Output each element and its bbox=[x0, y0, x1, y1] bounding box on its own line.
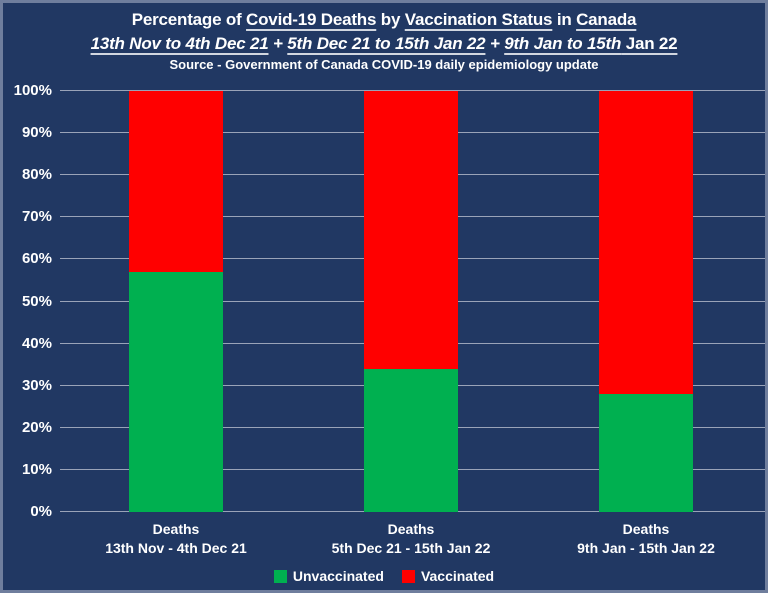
x-axis-category-label: Deaths 9th Jan - 15th Jan 22 bbox=[528, 520, 764, 558]
y-axis-tick-label: 30% bbox=[21, 376, 52, 394]
x-axis-category-label: Deaths 5th Dec 21 - 15th Jan 22 bbox=[293, 520, 529, 558]
bar-segment-unvaccinated bbox=[599, 394, 693, 512]
title-part-underlined: Canada bbox=[576, 10, 637, 29]
legend-swatch-green bbox=[273, 569, 287, 583]
legend-label: Vaccinated bbox=[420, 568, 495, 584]
y-axis-tick-label: 60% bbox=[21, 250, 52, 268]
subtitle-range-3-suffix: Jan 22 bbox=[621, 34, 678, 53]
bar-segment-vaccinated bbox=[129, 91, 223, 273]
y-axis-tick-label: 40% bbox=[21, 334, 52, 352]
y-axis-tick-label: 10% bbox=[21, 460, 52, 478]
legend-item-unvaccinated: Unvaccinated bbox=[273, 568, 384, 584]
bar-group bbox=[599, 91, 693, 512]
subtitle-range-2: 5th Dec 21 to 15th Jan 22 bbox=[287, 34, 486, 53]
legend-swatch-red bbox=[401, 569, 415, 583]
category-line1: Deaths bbox=[622, 521, 670, 537]
chart-title: Percentage of Covid-19 Deaths by Vaccina… bbox=[3, 8, 765, 32]
y-axis-tick-label: 70% bbox=[21, 208, 52, 226]
bar-segment-unvaccinated bbox=[364, 368, 458, 512]
bar-segment-unvaccinated bbox=[129, 272, 223, 512]
legend-item-vaccinated: Vaccinated bbox=[401, 568, 495, 584]
bar-group bbox=[129, 91, 223, 512]
category-line1: Deaths bbox=[387, 521, 435, 537]
title-part-underlined: Covid-19 Deaths bbox=[246, 10, 377, 29]
title-part: by bbox=[376, 10, 405, 29]
chart-subtitle: 13th Nov to 4th Dec 21 + 5th Dec 21 to 1… bbox=[3, 32, 765, 56]
chart-header: Percentage of Covid-19 Deaths by Vaccina… bbox=[3, 8, 765, 74]
subtitle-separator: + bbox=[485, 34, 505, 53]
legend-label: Unvaccinated bbox=[292, 568, 384, 584]
y-axis-tick-label: 90% bbox=[21, 124, 52, 142]
bar-segment-vaccinated bbox=[599, 91, 693, 395]
category-line2: 13th Nov - 4th Dec 21 bbox=[105, 540, 247, 556]
y-axis-tick-label: 80% bbox=[21, 166, 52, 184]
gridline bbox=[60, 90, 765, 91]
y-axis-tick-label: 50% bbox=[21, 292, 52, 310]
category-line2: 9th Jan - 15th Jan 22 bbox=[577, 540, 715, 556]
legend: Unvaccinated Vaccinated bbox=[3, 568, 765, 584]
plot-area bbox=[60, 90, 765, 512]
x-axis-category-label: Deaths 13th Nov - 4th Dec 21 bbox=[58, 520, 294, 558]
category-line1: Deaths bbox=[152, 521, 200, 537]
bar-group bbox=[364, 91, 458, 512]
title-part: Percentage of bbox=[131, 10, 247, 29]
category-line2: 5th Dec 21 - 15th Jan 22 bbox=[331, 540, 491, 556]
y-axis-tick-label: 0% bbox=[30, 503, 52, 520]
chart-source: Source - Government of Canada COVID-19 d… bbox=[169, 57, 599, 72]
subtitle-range-3: 9th Jan to 15th bbox=[504, 34, 622, 53]
y-axis-tick-label: 100% bbox=[13, 82, 52, 99]
y-axis-tick-label: 20% bbox=[21, 418, 52, 436]
subtitle-separator: + bbox=[268, 34, 288, 53]
subtitle-range-1: 13th Nov to 4th Dec 21 bbox=[90, 34, 269, 53]
title-part-underlined: Vaccination Status bbox=[404, 10, 553, 29]
title-part: in bbox=[552, 10, 577, 29]
bar-segment-vaccinated bbox=[364, 91, 458, 369]
